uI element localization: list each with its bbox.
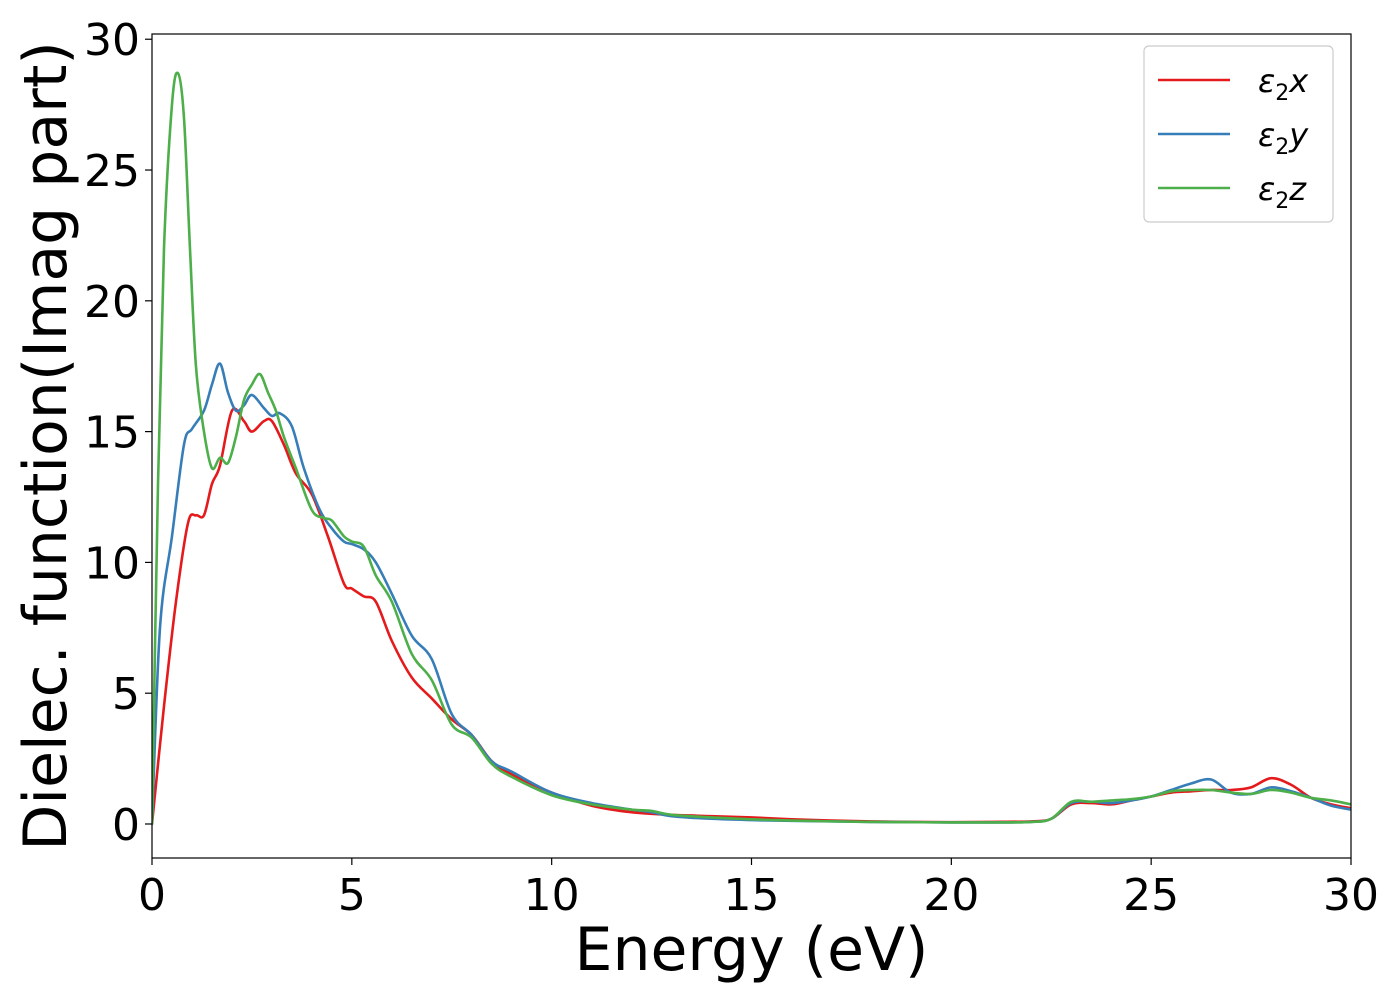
y-tick-label: 10 [84, 538, 140, 589]
y-tick-label: 20 [84, 277, 140, 328]
series-line-z [152, 71, 1351, 826]
x-tick-label: 5 [338, 870, 366, 921]
y-axis-title: Dielec. function(Imag part) [11, 41, 81, 851]
legend-label-x: ε2x [1258, 62, 1309, 106]
legend-box [1143, 45, 1334, 223]
y-tick-label: 0 [112, 800, 140, 851]
x-tick-label: 20 [923, 870, 979, 921]
y-tick-label: 5 [112, 669, 140, 720]
x-tick-label: 15 [724, 870, 780, 921]
legend: ε2x ε2y ε2z [1143, 45, 1334, 223]
legend-label-y: ε2y [1258, 116, 1309, 160]
series-layer [152, 71, 1351, 826]
x-axis-ticks: 0 5 10 15 20 25 30 [138, 858, 1379, 921]
y-tick-label: 30 [84, 15, 140, 66]
y-tick-label: 15 [84, 408, 140, 459]
y-axis-ticks: 0 5 10 15 20 25 30 [84, 15, 152, 851]
x-axis-title: Energy (eV) [575, 915, 929, 985]
x-tick-label: 30 [1323, 870, 1379, 921]
y-tick-label: 25 [84, 146, 140, 197]
x-tick-label: 10 [524, 870, 580, 921]
x-tick-label: 25 [1123, 870, 1179, 921]
x-tick-label: 0 [138, 870, 166, 921]
legend-label-z: ε2z [1258, 170, 1307, 214]
